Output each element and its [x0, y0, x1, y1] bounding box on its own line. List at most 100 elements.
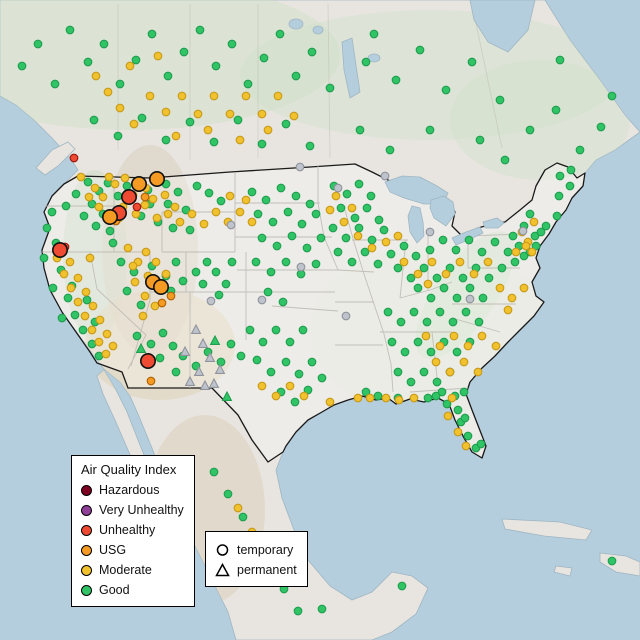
aqi-station-good[interactable]: [198, 279, 208, 289]
aqi-station-good[interactable]: [448, 317, 458, 327]
aqi-station-good[interactable]: [530, 231, 540, 241]
aqi-station-good[interactable]: [361, 57, 371, 67]
aqi-station-moderate[interactable]: [73, 297, 83, 307]
aqi-station-moderate[interactable]: [94, 202, 104, 212]
aqi-station-good[interactable]: [173, 187, 183, 197]
aqi-station-moderate[interactable]: [151, 257, 161, 267]
aqi-station-moderate[interactable]: [94, 337, 104, 347]
aqi-station-usg[interactable]: [131, 176, 148, 193]
aqi-station-moderate[interactable]: [459, 357, 469, 367]
aqi-station-unhealthy[interactable]: [51, 242, 68, 259]
aqi-station-usg[interactable]: [157, 298, 167, 308]
aqi-station-moderate[interactable]: [381, 237, 391, 247]
aqi-station-moderate[interactable]: [445, 367, 455, 377]
aqi-station-good[interactable]: [464, 235, 474, 245]
aqi-station-moderate[interactable]: [85, 253, 95, 263]
aqi-station-moderate[interactable]: [148, 194, 158, 204]
aqi-station-good[interactable]: [113, 131, 123, 141]
aqi-station-good[interactable]: [63, 293, 73, 303]
aqi-station-good[interactable]: [503, 247, 513, 257]
aqi-station-good[interactable]: [467, 57, 477, 67]
aqi-station-good[interactable]: [136, 300, 146, 310]
aqi-station-good[interactable]: [458, 273, 468, 283]
aqi-station-good[interactable]: [437, 387, 447, 397]
aqi-station-gray[interactable]: [226, 220, 236, 230]
aqi-station-moderate[interactable]: [170, 202, 180, 212]
aqi-station-good[interactable]: [216, 357, 226, 367]
aqi-station-good[interactable]: [179, 47, 189, 57]
aqi-station-good[interactable]: [147, 29, 157, 39]
aqi-station-good[interactable]: [216, 196, 226, 206]
aqi-station-good[interactable]: [426, 347, 436, 357]
aqi-station-good[interactable]: [393, 263, 403, 273]
aqi-station-moderate[interactable]: [120, 173, 130, 183]
aqi-station-good[interactable]: [155, 353, 165, 363]
aqi-station-good[interactable]: [519, 251, 529, 261]
aqi-station-good[interactable]: [78, 325, 88, 335]
aqi-station-good[interactable]: [91, 221, 101, 231]
aqi-station-good[interactable]: [146, 339, 156, 349]
aqi-station-good[interactable]: [266, 367, 276, 377]
aqi-station-good[interactable]: [367, 235, 377, 245]
aqi-station-good[interactable]: [131, 55, 141, 65]
aqi-station-moderate[interactable]: [413, 269, 423, 279]
aqi-station-moderate[interactable]: [473, 367, 483, 377]
aqi-station-good[interactable]: [261, 195, 271, 205]
aqi-station-moderate[interactable]: [161, 269, 171, 279]
aqi-station-good[interactable]: [555, 171, 565, 181]
aqi-station-moderate[interactable]: [95, 315, 105, 325]
aqi-station-good[interactable]: [435, 307, 445, 317]
aqi-station-moderate[interactable]: [353, 231, 363, 241]
aqi-station-good[interactable]: [510, 257, 520, 267]
aqi-station-good[interactable]: [263, 287, 273, 297]
aqi-station-moderate[interactable]: [399, 257, 409, 267]
aqi-station-moderate[interactable]: [421, 331, 431, 341]
aqi-station-good[interactable]: [253, 209, 263, 219]
aqi-station-gray[interactable]: [380, 171, 390, 181]
aqi-station-unhealthy[interactable]: [132, 202, 142, 212]
aqi-station-good[interactable]: [202, 257, 212, 267]
aqi-station-moderate[interactable]: [140, 291, 150, 301]
aqi-station-good[interactable]: [541, 221, 551, 231]
aqi-station-moderate[interactable]: [84, 192, 94, 202]
aqi-station-good[interactable]: [373, 391, 383, 401]
aqi-station-good[interactable]: [50, 79, 60, 89]
aqi-station-good[interactable]: [415, 45, 425, 55]
aqi-station-good[interactable]: [257, 233, 267, 243]
aqi-station-good[interactable]: [89, 115, 99, 125]
aqi-permanent-station-gray[interactable]: [190, 323, 202, 334]
aqi-station-good[interactable]: [607, 556, 617, 566]
aqi-station-moderate[interactable]: [90, 183, 100, 193]
aqi-station-moderate[interactable]: [177, 91, 187, 101]
aqi-station-moderate[interactable]: [141, 247, 151, 257]
aqi-station-good[interactable]: [316, 233, 326, 243]
aqi-station-good[interactable]: [272, 241, 282, 251]
aqi-station-good[interactable]: [400, 347, 410, 357]
aqi-station-unhealthy[interactable]: [69, 153, 79, 163]
aqi-station-moderate[interactable]: [469, 269, 479, 279]
aqi-station-good[interactable]: [399, 241, 409, 251]
aqi-station-good[interactable]: [33, 39, 43, 49]
aqi-station-good[interactable]: [116, 257, 126, 267]
aqi-station-good[interactable]: [294, 369, 304, 379]
aqi-station-moderate[interactable]: [171, 131, 181, 141]
aqi-station-good[interactable]: [171, 367, 181, 377]
aqi-station-good[interactable]: [258, 337, 268, 347]
aqi-station-good[interactable]: [484, 273, 494, 283]
aqi-station-good[interactable]: [132, 331, 142, 341]
aqi-station-good[interactable]: [525, 209, 535, 219]
aqi-station-good[interactable]: [406, 273, 416, 283]
aqi-permanent-station-gray[interactable]: [179, 345, 191, 356]
aqi-station-good[interactable]: [508, 231, 518, 241]
aqi-station-moderate[interactable]: [453, 427, 463, 437]
aqi-station-moderate[interactable]: [431, 357, 441, 367]
aqi-station-good[interactable]: [341, 233, 351, 243]
aqi-station-moderate[interactable]: [209, 91, 219, 101]
aqi-station-moderate[interactable]: [161, 107, 171, 117]
aqi-station-good[interactable]: [386, 249, 396, 259]
aqi-station-moderate[interactable]: [241, 91, 251, 101]
aqi-station-good[interactable]: [252, 355, 262, 365]
aqi-station-good[interactable]: [397, 581, 407, 591]
aqi-station-good[interactable]: [168, 223, 178, 233]
aqi-station-good[interactable]: [328, 223, 338, 233]
